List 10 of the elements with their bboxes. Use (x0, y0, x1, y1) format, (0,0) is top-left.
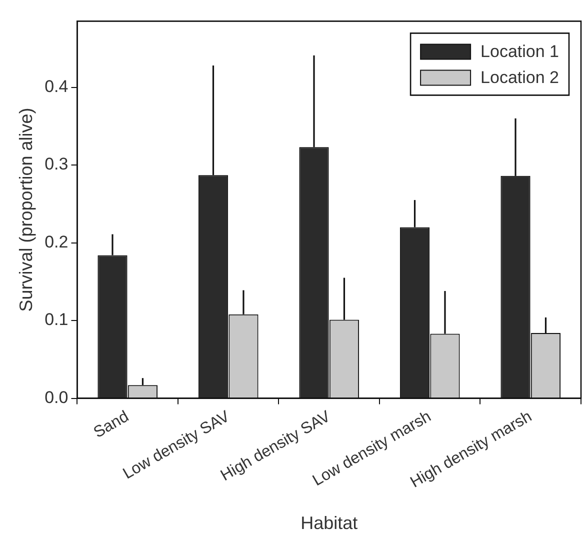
y-axis-title: Survival (proportion alive) (16, 108, 36, 312)
x-tick-label: Sand (90, 408, 132, 442)
y-tick-label: 0.4 (44, 76, 68, 96)
legend-label: Location 1 (480, 42, 559, 61)
y-tick-label: 0.3 (44, 154, 68, 174)
y-tick-label: 0.0 (44, 388, 68, 407)
y-tick-label: 0.2 (44, 232, 68, 252)
legend-label: Location 2 (480, 68, 559, 87)
y-tick-label: 0.1 (44, 310, 68, 330)
x-axis-title: Habitat (300, 513, 358, 534)
